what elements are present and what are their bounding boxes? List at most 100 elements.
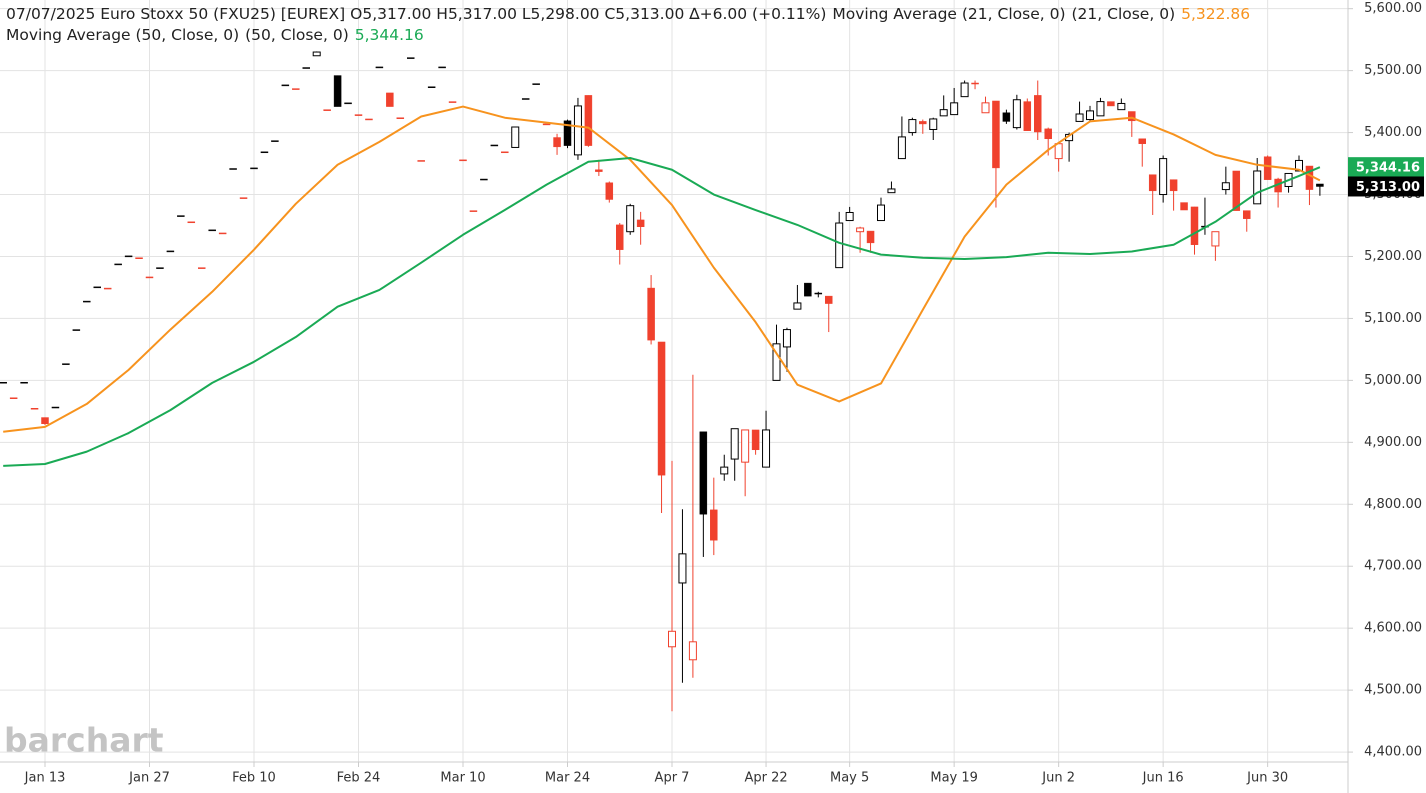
- candle-body: [9, 397, 18, 399]
- candle-body: [511, 126, 520, 148]
- candle-body: [83, 300, 91, 303]
- candle-body: [626, 205, 635, 233]
- candle-body: [981, 102, 990, 114]
- candle-body: [1034, 95, 1042, 133]
- candle-body: [782, 329, 791, 348]
- candle-body: [1128, 111, 1136, 122]
- candle-body: [730, 428, 739, 460]
- candle-body: [41, 417, 49, 424]
- candle-body: [396, 117, 405, 119]
- candle-body: [668, 630, 676, 648]
- ma50-price-tag-bg: [1348, 157, 1424, 178]
- y-tick-label: 5,600.00: [1364, 1, 1422, 16]
- y-tick-label: 5,400.00: [1364, 125, 1422, 140]
- candle-body: [710, 509, 718, 541]
- y-tick-label: 4,900.00: [1364, 435, 1422, 450]
- candle-body: [720, 466, 729, 475]
- candle-body: [772, 343, 781, 381]
- candle-body: [135, 257, 143, 259]
- candle-body: [114, 263, 122, 266]
- candle-body: [866, 230, 875, 244]
- candle-body: [490, 144, 499, 147]
- x-tick-label: Jun 16: [1142, 771, 1184, 786]
- last-price-tag: 5,313.00: [1356, 180, 1420, 195]
- candle-body: [1180, 202, 1188, 211]
- candle-body: [1263, 156, 1272, 180]
- candle-body: [699, 431, 708, 515]
- candle-body: [62, 363, 70, 365]
- candle-body: [950, 102, 959, 116]
- y-tick-label: 4,700.00: [1364, 559, 1422, 574]
- candle-body: [271, 140, 279, 142]
- ma50-name: Moving Average (50, Close, 0): [6, 26, 239, 44]
- candle-body: [1096, 101, 1105, 117]
- candle-body: [365, 118, 373, 121]
- candle-body: [292, 88, 300, 90]
- candle-body: [417, 160, 425, 162]
- candle-body: [1148, 174, 1157, 192]
- candle-body: [919, 121, 927, 125]
- y-tick-label: 4,800.00: [1364, 497, 1422, 512]
- moving-average-line: [3, 105, 1321, 433]
- candle-body: [1316, 183, 1324, 187]
- x-tick-label: Mar 10: [440, 771, 485, 786]
- x-tick-label: Jun 2: [1041, 771, 1075, 786]
- candle-body: [887, 188, 896, 194]
- candle-body: [501, 151, 509, 154]
- y-tick-label: 5,000.00: [1364, 373, 1422, 388]
- candle-body: [814, 292, 823, 295]
- candle-body: [521, 98, 530, 100]
- candle-body: [908, 119, 917, 134]
- candle-body: [897, 136, 906, 160]
- candle-body: [229, 168, 237, 170]
- watermark: barchart: [4, 721, 164, 760]
- candle-body: [93, 286, 101, 289]
- candle-body: [124, 255, 133, 258]
- candle-body: [480, 178, 488, 181]
- candle-body: [427, 86, 436, 88]
- candle-body: [51, 406, 60, 409]
- candle-body: [835, 222, 844, 269]
- candle-body: [0, 381, 7, 384]
- candle-body: [678, 553, 687, 584]
- candle-body: [1054, 143, 1063, 160]
- x-tick-label: Jun 30: [1246, 771, 1288, 786]
- candle-body: [1117, 102, 1126, 111]
- candle-body: [323, 109, 331, 111]
- candle-body: [762, 429, 771, 468]
- x-tick-label: Apr 22: [744, 771, 787, 786]
- x-tick-label: Feb 24: [337, 771, 381, 786]
- candle-body: [375, 66, 384, 69]
- x-tick-label: May 19: [930, 771, 978, 786]
- candle-body: [688, 641, 697, 661]
- candle-body: [929, 118, 938, 130]
- candle-body: [469, 210, 478, 212]
- candle-body: [1211, 231, 1220, 247]
- moving-average-line: [3, 156, 1321, 467]
- candle-body: [344, 102, 352, 105]
- x-tick-label: Feb 10: [232, 771, 276, 786]
- candle-body: [856, 227, 865, 233]
- candle-body: [584, 95, 593, 146]
- ma50-value: 5,344.16: [355, 26, 424, 44]
- candle-body: [1190, 206, 1199, 245]
- ma50-params: (50, Close, 0): [245, 26, 349, 44]
- ma21-params: (21, Close, 0): [1072, 5, 1176, 23]
- candle-body: [1169, 179, 1178, 192]
- last-price-tag-bg: [1348, 176, 1424, 197]
- candle-body: [103, 287, 112, 290]
- x-tick-label: Jan 27: [128, 771, 170, 786]
- candle-body: [553, 137, 561, 148]
- candle-body: [30, 408, 39, 410]
- grid: [0, 0, 1348, 762]
- candle-body: [1295, 159, 1303, 172]
- ma21-value: 5,322.86: [1181, 5, 1250, 23]
- candle-body: [542, 123, 551, 126]
- header-title: 07/07/2025 Euro Stoxx 50 (FXU25) [EUREX]…: [6, 5, 826, 23]
- header-line-2: Moving Average (50, Close, 0) (50, Close,…: [6, 26, 424, 44]
- y-tick-label: 5,500.00: [1364, 63, 1422, 78]
- candle-body: [218, 232, 227, 235]
- candle-body: [751, 429, 760, 451]
- candle-body: [281, 84, 290, 87]
- x-tick-label: Apr 7: [655, 771, 690, 786]
